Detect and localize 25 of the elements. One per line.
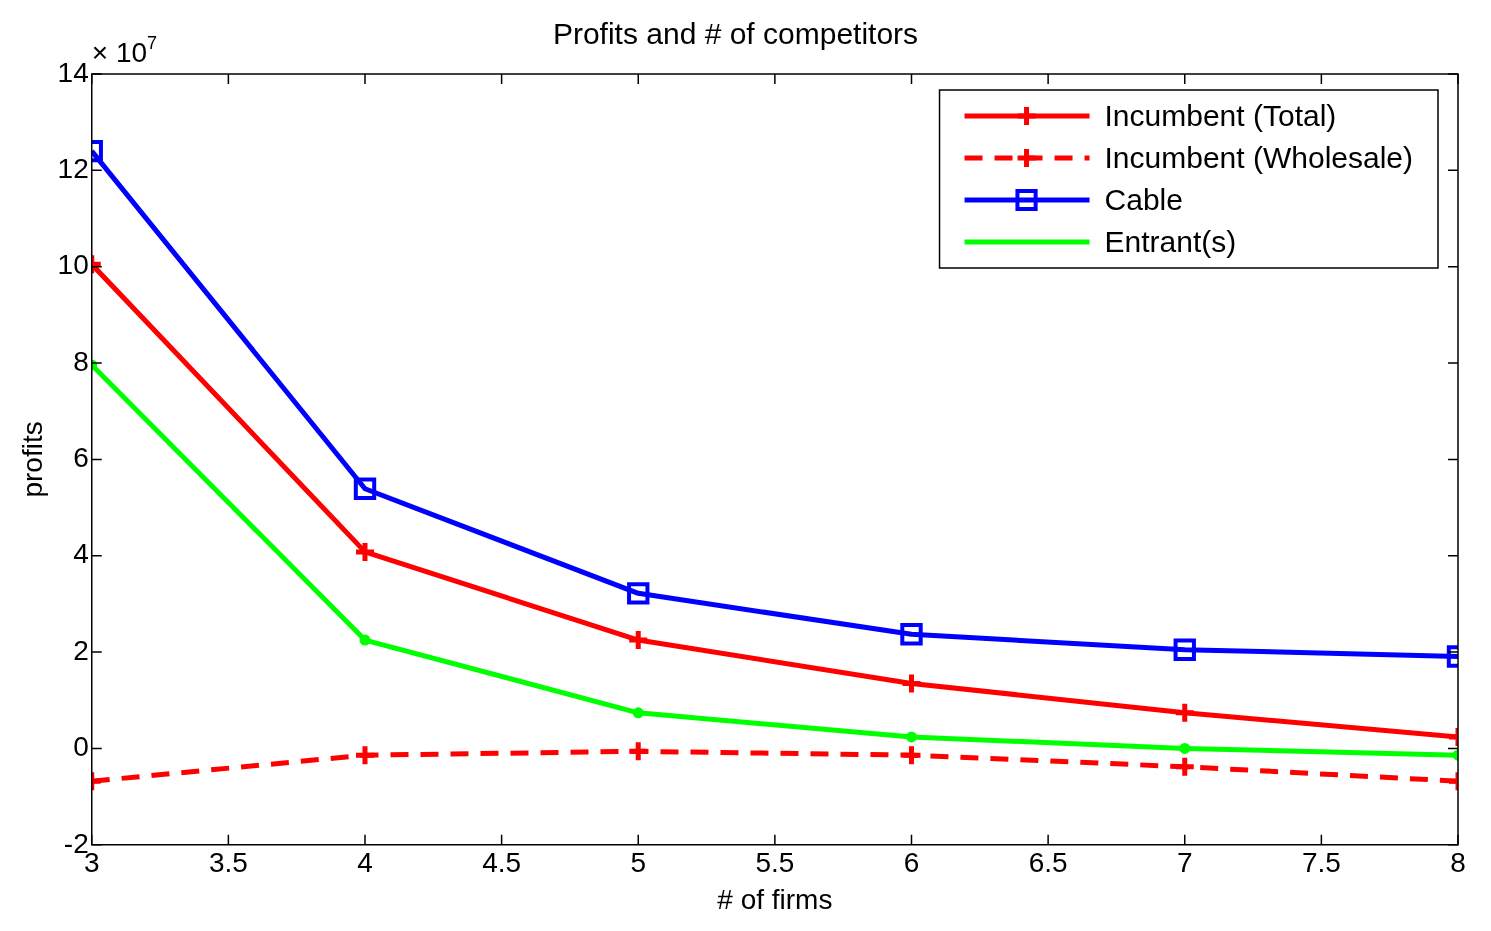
- x-tick-label: 6: [903, 847, 920, 879]
- x-tick-label: 5: [630, 847, 647, 879]
- x-tick-label: 4.5: [482, 847, 522, 879]
- x-axis-title: # of firms: [717, 883, 833, 915]
- legend-label: Entrant(s): [1104, 225, 1237, 259]
- y-tick-label: 14: [57, 56, 89, 88]
- x-tick-label: 4: [357, 847, 373, 879]
- y-axis-title: profits: [16, 421, 48, 498]
- y-tick-label: 4: [73, 538, 89, 570]
- y-tick-label: 2: [73, 634, 89, 666]
- legend-label: Incumbent (Wholesale): [1104, 141, 1413, 175]
- legend-label: Cable: [1104, 183, 1183, 217]
- y-tick-label: 10: [57, 249, 89, 281]
- x-tick-label: 5.5: [755, 847, 795, 879]
- legend-label: Incumbent (Total): [1104, 99, 1337, 133]
- x-tick-label: 7.5: [1301, 847, 1341, 879]
- y-tick-label: 12: [57, 153, 89, 185]
- chart-title: Profits and # of competitors: [552, 17, 919, 51]
- y-tick-label: 0: [73, 731, 89, 763]
- y-tick-label: 8: [73, 345, 89, 377]
- x-tick-label: 6.5: [1028, 847, 1068, 879]
- x-tick-label: 7: [1176, 847, 1193, 879]
- x-tick-label: 3.5: [208, 847, 248, 879]
- y-tick-label: 6: [73, 442, 89, 474]
- x-tick-label: 8: [1450, 847, 1466, 879]
